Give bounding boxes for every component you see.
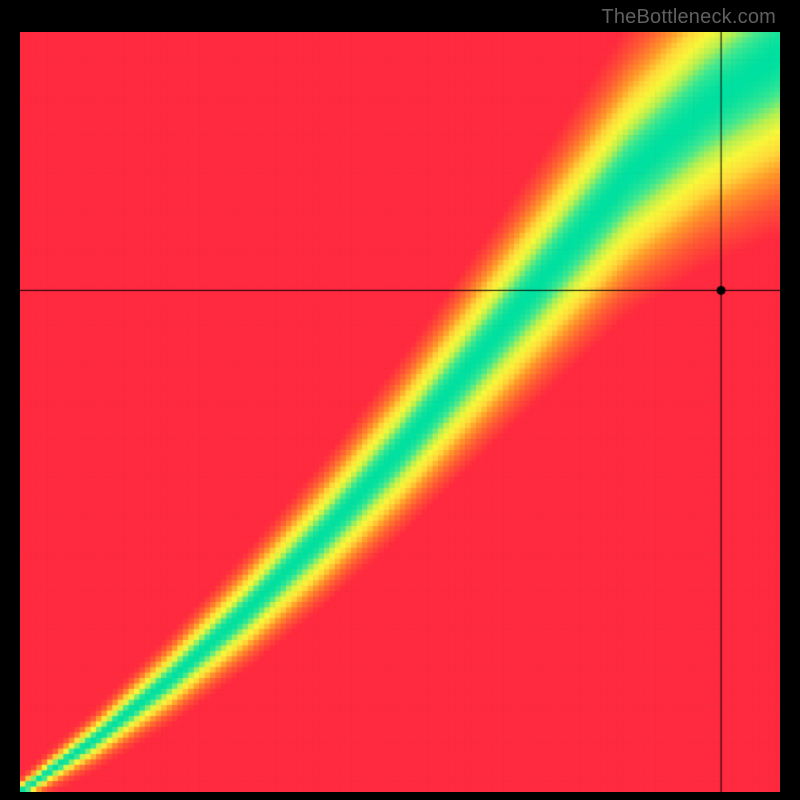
watermark-text: TheBottleneck.com (601, 6, 776, 29)
bottleneck-heatmap (20, 32, 780, 792)
